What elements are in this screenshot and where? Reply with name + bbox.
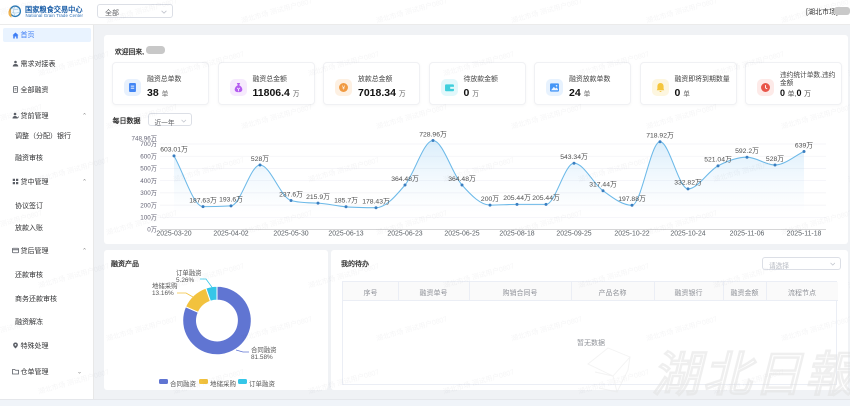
svg-text:2025-09-25: 2025-09-25 — [556, 231, 591, 238]
svg-text:185.7万: 185.7万 — [334, 197, 358, 205]
svg-text:0万: 0万 — [147, 226, 157, 234]
svg-text:600万: 600万 — [140, 152, 157, 160]
svg-text:500万: 500万 — [140, 165, 157, 173]
svg-text:2025-10-22: 2025-10-22 — [614, 231, 649, 238]
svg-text:178.43万: 178.43万 — [362, 198, 390, 206]
svg-text:2025-10-24: 2025-10-24 — [670, 231, 705, 238]
svg-text:2025-06-23: 2025-06-23 — [387, 231, 422, 238]
svg-text:187.63万: 187.63万 — [189, 196, 217, 204]
svg-text:400万: 400万 — [140, 177, 157, 185]
svg-text:2025-06-25: 2025-06-25 — [444, 231, 479, 238]
svg-text:364.48万: 364.48万 — [448, 175, 476, 183]
svg-text:237.6万: 237.6万 — [279, 190, 303, 198]
svg-text:合同融资: 合同融资 — [251, 345, 277, 354]
svg-text:13.16%: 13.16% — [152, 290, 174, 297]
svg-text:100万: 100万 — [140, 214, 157, 222]
svg-text:2025-04-02: 2025-04-02 — [213, 231, 248, 238]
svg-text:¥: ¥ — [342, 86, 346, 92]
svg-text:528万: 528万 — [251, 155, 269, 163]
svg-text:2025-05-30: 2025-05-30 — [273, 231, 308, 238]
svg-text:718.92万: 718.92万 — [646, 132, 674, 140]
svg-text:81.58%: 81.58% — [251, 354, 273, 361]
svg-text:2025-11-18: 2025-11-18 — [787, 231, 822, 238]
svg-text:215.9万: 215.9万 — [306, 193, 330, 201]
svg-text:603.01万: 603.01万 — [160, 146, 188, 154]
svg-text:197.88万: 197.88万 — [618, 195, 646, 203]
svg-text:332.82万: 332.82万 — [674, 179, 702, 187]
svg-text:700万: 700万 — [140, 140, 157, 148]
svg-text:5.26%: 5.26% — [176, 277, 194, 284]
svg-text:317.44万: 317.44万 — [589, 181, 617, 189]
svg-text:592.2万: 592.2万 — [735, 147, 759, 155]
svg-text:205.44万: 205.44万 — [503, 194, 531, 202]
svg-text:521.04万: 521.04万 — [704, 156, 732, 164]
svg-text:200万: 200万 — [140, 201, 157, 209]
svg-text:543.34万: 543.34万 — [560, 153, 588, 161]
svg-text:205.44万: 205.44万 — [532, 194, 560, 202]
svg-text:300万: 300万 — [140, 189, 157, 197]
svg-text:2025-03-20: 2025-03-20 — [156, 231, 191, 238]
svg-text:728.96万: 728.96万 — [419, 130, 447, 138]
svg-text:2025-06-13: 2025-06-13 — [328, 231, 363, 238]
svg-text:639万: 639万 — [795, 141, 813, 149]
svg-text:528万: 528万 — [766, 155, 784, 163]
svg-text:2025-11-06: 2025-11-06 — [730, 231, 765, 238]
svg-text:748.96万: 748.96万 — [131, 134, 157, 142]
svg-text:2025-08-18: 2025-08-18 — [499, 231, 534, 238]
svg-text:193.6万: 193.6万 — [219, 196, 243, 204]
svg-text:订单融资: 订单融资 — [176, 268, 202, 277]
svg-text:364.48万: 364.48万 — [391, 175, 419, 183]
svg-text:200万: 200万 — [481, 195, 499, 203]
svg-text:地储采购: 地储采购 — [152, 281, 178, 290]
